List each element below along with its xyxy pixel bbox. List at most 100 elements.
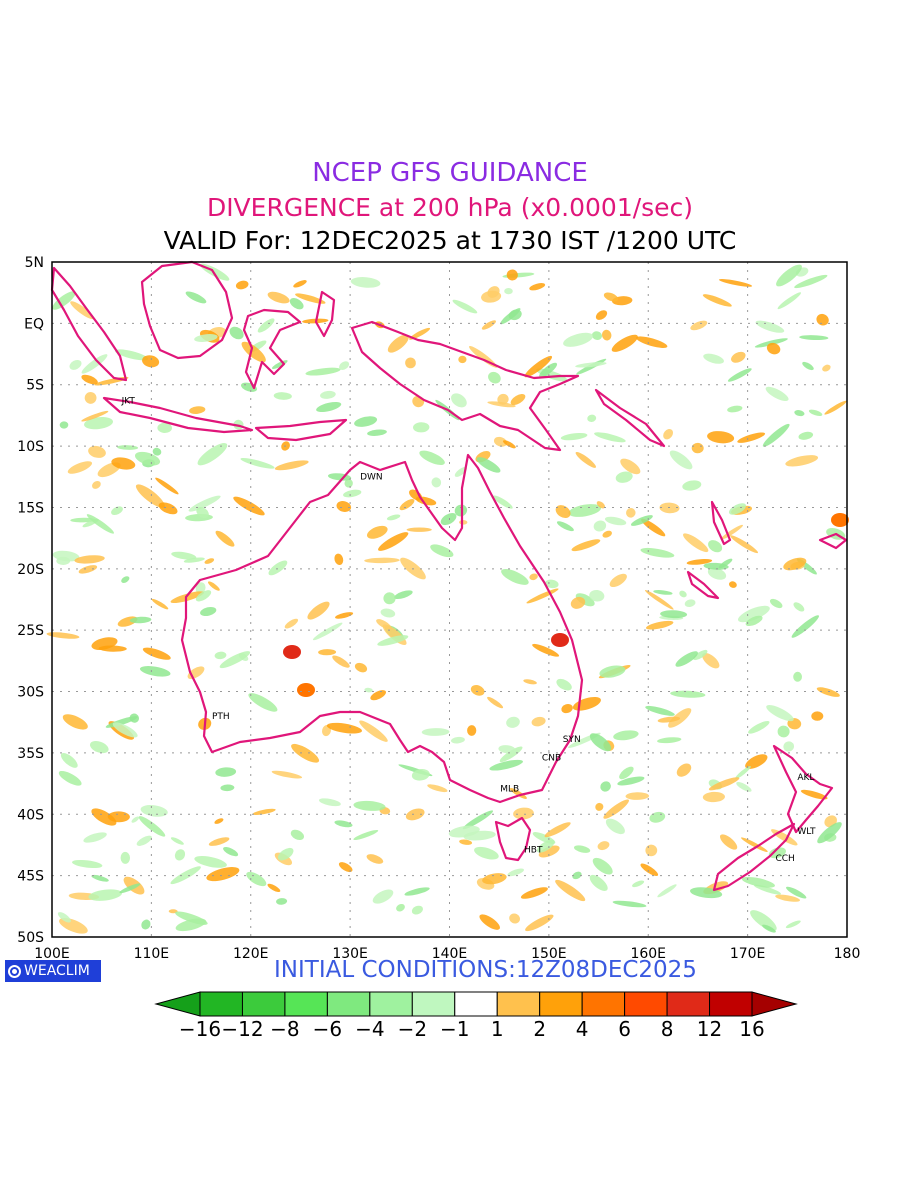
field-streak: [427, 784, 448, 793]
field-streak: [755, 320, 785, 333]
field-streak: [737, 605, 770, 623]
field-streak: [94, 376, 129, 386]
field-streak: [52, 550, 80, 562]
field-streak: [46, 632, 80, 639]
field-streak: [555, 879, 586, 902]
field-streak: [679, 590, 687, 598]
latitude-tick-labels: 5N EQ 5S 10S 15S 20S 25S 30S 35S 40S 45S 50S: [17, 255, 44, 946]
field-streak: [513, 807, 534, 820]
field-streak: [70, 301, 95, 320]
field-streak: [529, 573, 538, 581]
field-streak: [605, 818, 625, 835]
field-streak: [587, 414, 597, 422]
field-streak: [487, 696, 504, 709]
field-streak: [421, 728, 450, 736]
field-streak: [267, 291, 290, 304]
field-streak: [762, 924, 776, 933]
field-streak: [824, 400, 847, 415]
field-streak: [741, 876, 775, 888]
colorbar: [154, 991, 798, 1017]
field-streak: [594, 432, 626, 443]
field-streak: [293, 280, 307, 288]
field-streak: [334, 820, 353, 828]
field-streak: [737, 432, 766, 443]
field-streak: [630, 515, 653, 526]
field-streak: [458, 355, 467, 364]
field-streak: [811, 711, 824, 721]
lat-tick-label: 35S: [17, 746, 44, 762]
field-streak: [367, 429, 387, 436]
city-label: CNB: [542, 754, 561, 764]
field-streak: [174, 849, 186, 861]
colorbar-segment: [496, 991, 541, 1017]
city-label: SYN: [563, 735, 581, 745]
field-streak: [745, 615, 763, 627]
field-streak: [793, 671, 803, 682]
field-streak: [170, 591, 205, 604]
city-label: CCH: [775, 854, 794, 864]
field-streak: [575, 593, 595, 607]
field-streak: [142, 355, 160, 368]
colorbar-label: −8: [270, 1017, 299, 1041]
field-streak: [727, 405, 743, 413]
field-streak: [111, 506, 123, 516]
logo-text: WEACLIM: [24, 963, 90, 979]
divergence-maximum: [551, 633, 569, 647]
field-streak: [214, 818, 224, 824]
field-streak: [488, 371, 501, 384]
field-streak: [194, 334, 218, 342]
field-streak: [683, 533, 709, 553]
field-streak: [204, 558, 215, 564]
field-streak: [88, 445, 106, 458]
field-streak: [89, 741, 109, 754]
field-streak: [509, 913, 520, 924]
field-streak: [591, 331, 603, 340]
colorbar-segment: [326, 991, 371, 1017]
field-streak: [74, 555, 105, 564]
field-streak: [708, 777, 740, 791]
field-streak: [196, 507, 209, 519]
field-streak: [640, 863, 659, 877]
field-streak: [603, 799, 630, 819]
field-streak: [481, 290, 502, 303]
field-streak: [775, 894, 801, 902]
field-streak: [467, 725, 477, 736]
lon-tick-label: 100E: [34, 946, 70, 962]
colorbar-label: −16: [179, 1017, 221, 1041]
divergence-maximum: [297, 683, 315, 697]
field-streak: [783, 557, 807, 571]
field-streak: [376, 619, 392, 630]
field-streak: [170, 837, 184, 845]
initial-conditions: INITIAL CONDITIONS:12Z08DEC2025: [274, 957, 697, 983]
field-streak: [754, 338, 788, 348]
field-streak: [129, 713, 140, 723]
field-streak: [702, 791, 725, 803]
field-streak: [599, 665, 626, 678]
field-streak: [506, 269, 518, 281]
field-streak: [267, 883, 281, 893]
field-streak: [657, 737, 682, 744]
field-streak: [440, 513, 457, 526]
chart-title: NCEP GFS GUIDANCE: [312, 158, 588, 188]
field-streak: [409, 327, 431, 340]
field-streak: [185, 291, 207, 304]
field-streak: [657, 716, 681, 723]
field-streak: [214, 651, 227, 660]
lat-tick-label: 5S: [26, 378, 44, 394]
field-streak: [479, 914, 500, 930]
field-streak: [83, 832, 107, 843]
field-streak: [215, 767, 237, 777]
field-streak: [523, 679, 537, 685]
colorbar-label: 1: [491, 1017, 504, 1041]
field-streak: [592, 857, 613, 875]
field-streak: [750, 910, 777, 931]
map-frame: [51, 261, 848, 938]
field-streak: [691, 442, 704, 454]
field-streak: [268, 560, 288, 576]
field-streak: [60, 752, 78, 768]
field-streak: [220, 784, 235, 792]
lat-tick-label: 45S: [17, 869, 44, 885]
field-streak: [731, 351, 746, 363]
colorbar-label: 8: [661, 1017, 674, 1041]
field-streak: [86, 514, 115, 534]
